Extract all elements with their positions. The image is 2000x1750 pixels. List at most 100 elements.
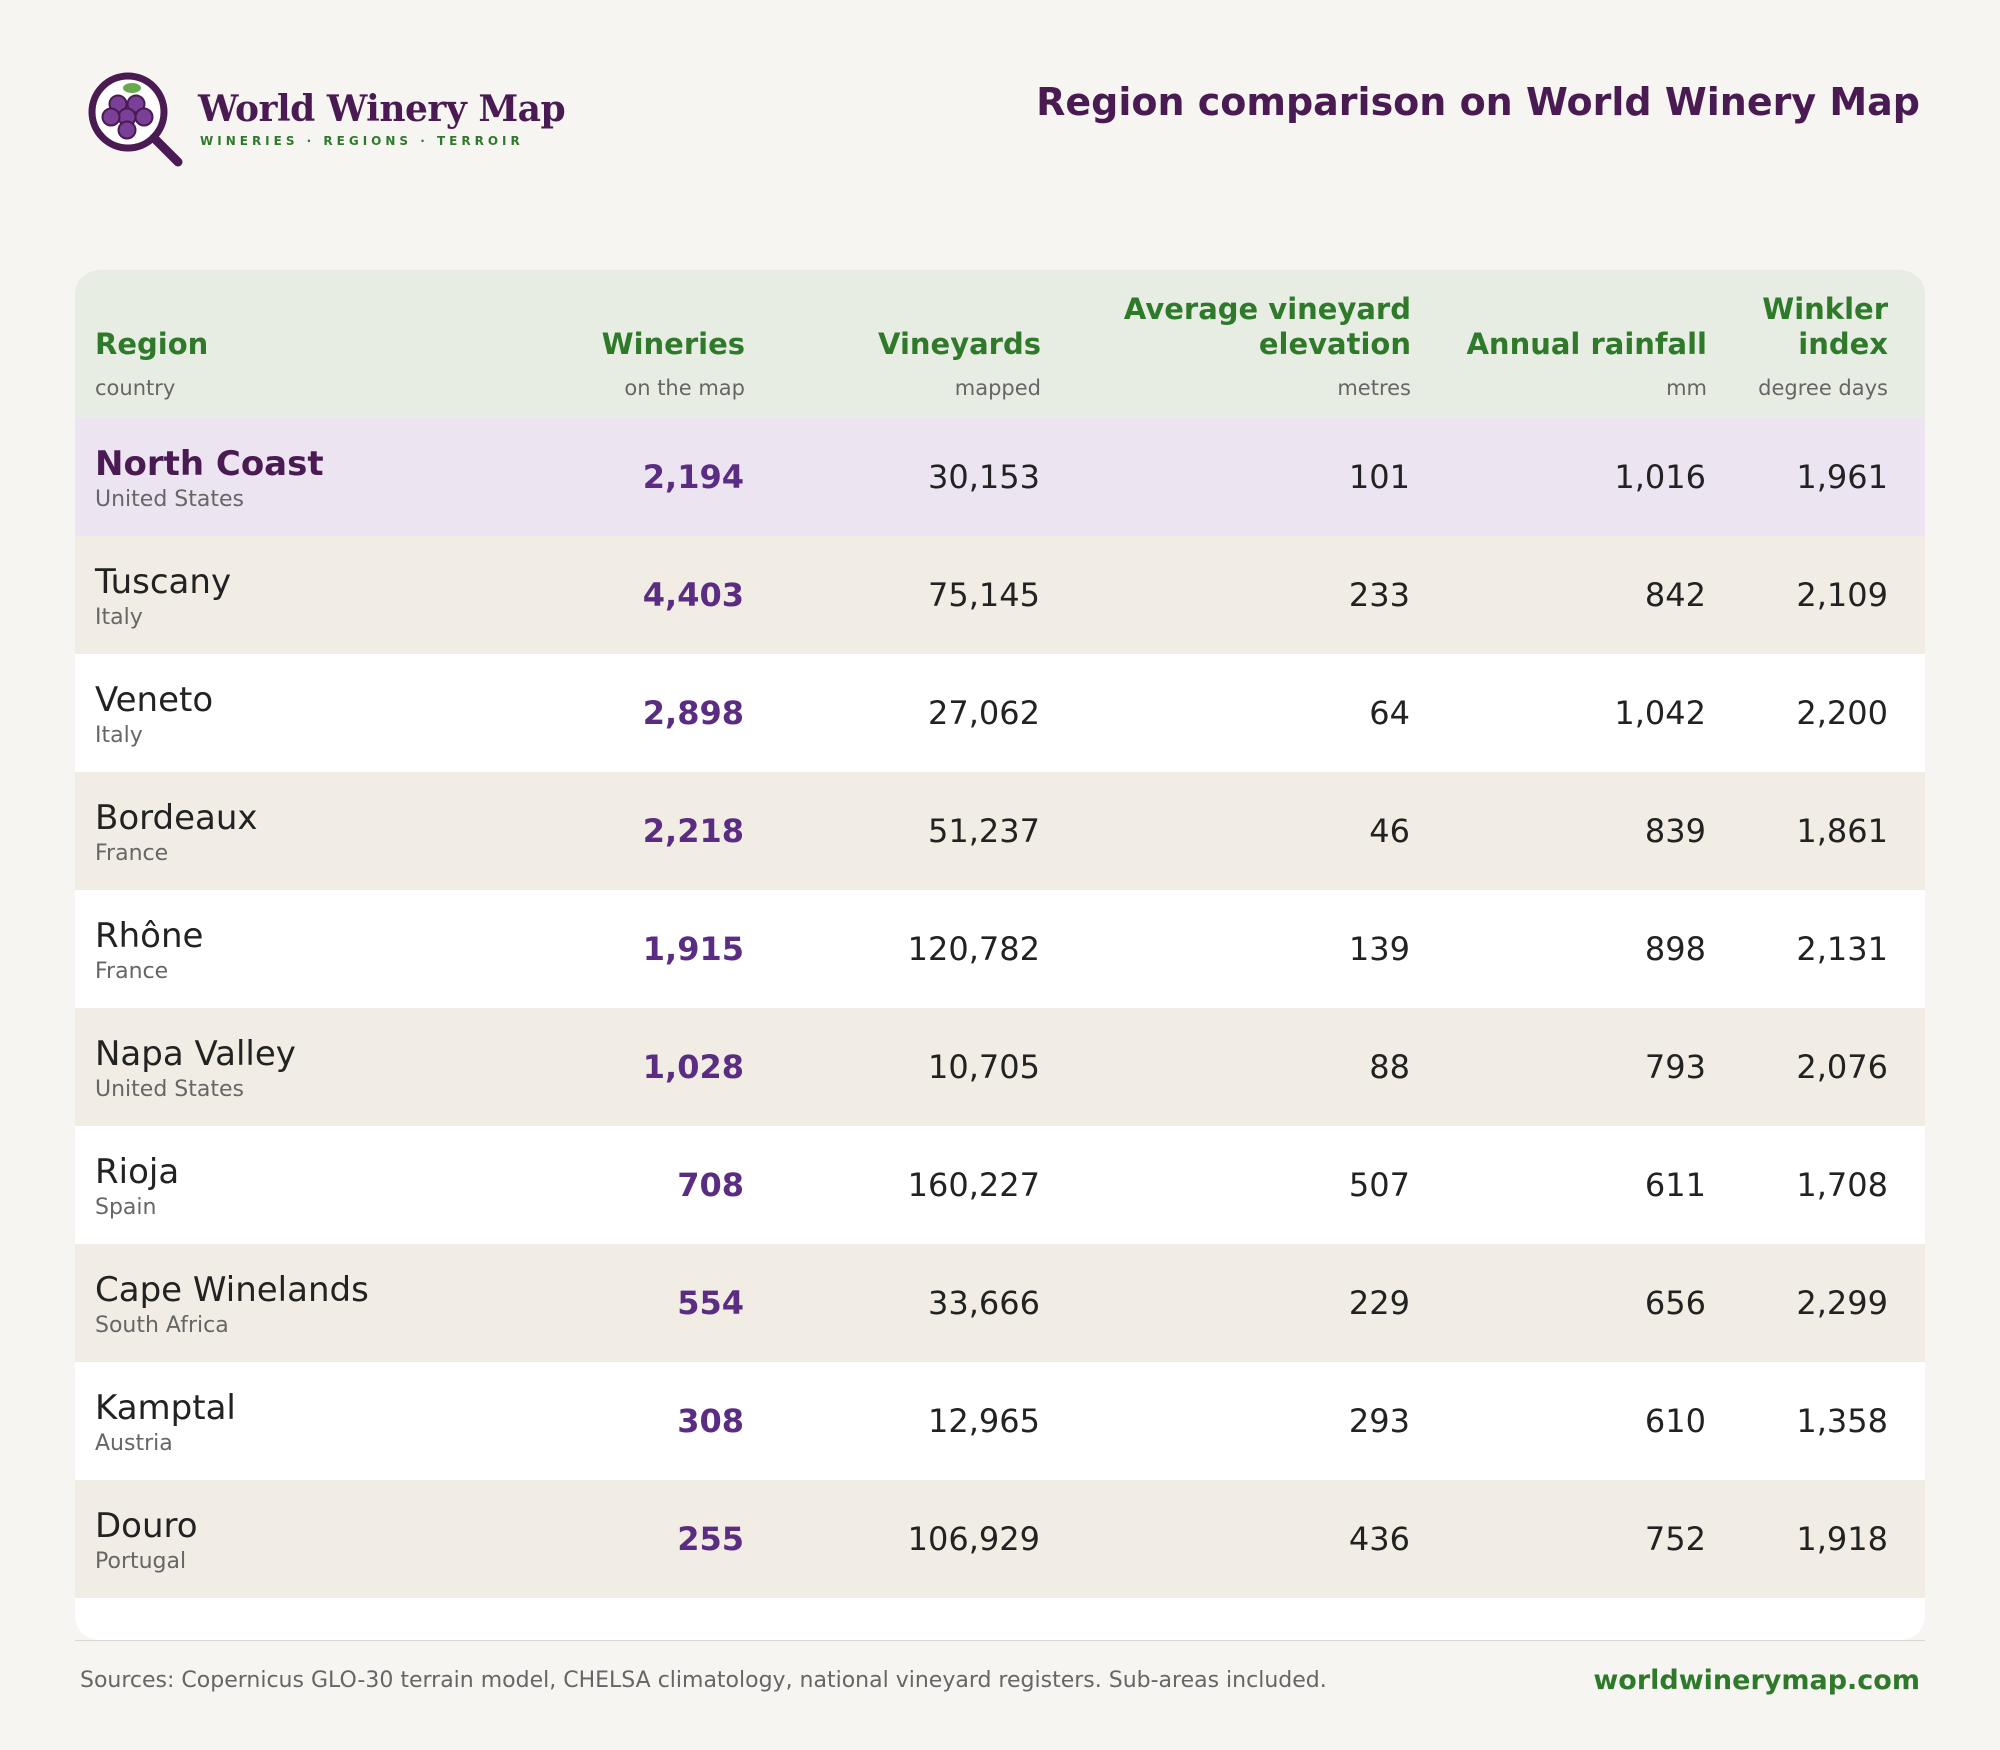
cell-elevation: 139 (1348, 930, 1410, 968)
cell-winkler: 1,961 (1796, 458, 1888, 496)
table-row[interactable]: North Coast United States 2,194 30,153 101 1,… (75, 418, 1925, 536)
cell-winkler: 2,076 (1796, 1048, 1888, 1086)
cell-rainfall: 898 (1644, 930, 1706, 968)
cell-winkler: 1,358 (1796, 1402, 1888, 1440)
column-header-elevation[interactable]: Average vineyard elevation metres (1123, 292, 1411, 400)
cell-winkler: 2,200 (1796, 694, 1888, 732)
page-title: Region comparison on World Winery Map (1036, 80, 1920, 124)
table-row[interactable]: Bordeaux France 2,218 51,237 46 839 1,861 (75, 772, 1925, 890)
region-name: Tuscany (95, 561, 232, 602)
table-row[interactable]: Tuscany Italy 4,403 75,145 233 842 2,109 (75, 536, 1925, 654)
cell-wineries: 708 (677, 1166, 744, 1204)
cell-region: Kamptal Austria (75, 1362, 445, 1480)
grape-magnifier-icon (88, 72, 183, 167)
cell-wineries: 4,403 (642, 576, 744, 614)
column-header-vineyards[interactable]: Vineyards mapped (878, 327, 1041, 400)
cell-winkler: 1,708 (1796, 1166, 1888, 1204)
footer-website-link[interactable]: worldwinerymap.com (1593, 1665, 1920, 1696)
brand-name: World Winery Map (198, 88, 566, 130)
table-row[interactable]: Rhône France 1,915 120,782 139 898 2,131 (75, 890, 1925, 1008)
cell-elevation: 293 (1348, 1402, 1410, 1440)
region-country: South Africa (95, 1312, 229, 1338)
region-country: Austria (95, 1430, 173, 1456)
region-country: Portugal (95, 1548, 187, 1574)
cell-rainfall: 839 (1644, 812, 1706, 850)
cell-region: Veneto Italy (75, 654, 445, 772)
cell-winkler: 1,861 (1796, 812, 1888, 850)
cell-wineries: 1,915 (642, 930, 744, 968)
region-name: Veneto (95, 679, 214, 720)
region-name: Douro (95, 1505, 198, 1546)
cell-elevation: 507 (1348, 1166, 1410, 1204)
cell-wineries: 2,218 (642, 812, 744, 850)
cell-vineyards: 12,965 (928, 1402, 1040, 1440)
region-name: Kamptal (95, 1387, 236, 1428)
cell-rainfall: 793 (1644, 1048, 1706, 1086)
column-header-wineries[interactable]: Wineries on the map (601, 327, 745, 400)
region-country: France (95, 958, 169, 984)
table-row[interactable]: Rioja Spain 708 160,227 507 611 1,708 (75, 1126, 1925, 1244)
cell-elevation: 436 (1348, 1520, 1410, 1558)
cell-wineries: 1,028 (642, 1048, 744, 1086)
table-row[interactable]: Douro Portugal 255 106,929 436 752 1,918 (75, 1480, 1925, 1598)
table-row[interactable]: Veneto Italy 2,898 27,062 64 1,042 2,200 (75, 654, 1925, 772)
region-country: United States (95, 1076, 244, 1102)
region-country: France (95, 840, 169, 866)
table-row[interactable]: Napa Valley United States 1,028 10,705 88 793… (75, 1008, 1925, 1126)
cell-rainfall: 1,042 (1614, 694, 1706, 732)
cell-elevation: 229 (1348, 1284, 1410, 1322)
footer-sources: Sources: Copernicus GLO-30 terrain model… (80, 1668, 1327, 1693)
cell-elevation: 88 (1369, 1048, 1410, 1086)
cell-wineries: 255 (677, 1520, 744, 1558)
region-name: Rhône (95, 915, 204, 956)
cell-vineyards: 120,782 (907, 930, 1040, 968)
table-header-row: Region country Wineries on the map Vineyar… (75, 270, 1925, 418)
cell-elevation: 101 (1348, 458, 1410, 496)
region-comparison-table: Region country Wineries on the map Vineyar… (75, 270, 1925, 1598)
cell-region: Rioja Spain (75, 1126, 445, 1244)
cell-wineries: 2,898 (642, 694, 744, 732)
comparison-table-card: Region country Wineries on the map Vineyar… (75, 270, 1925, 1640)
region-name: Bordeaux (95, 797, 258, 838)
cell-winkler: 2,109 (1796, 576, 1888, 614)
cell-wineries: 2,194 (642, 458, 744, 496)
cell-wineries: 554 (677, 1284, 744, 1322)
cell-region: Douro Portugal (75, 1480, 445, 1598)
cell-elevation: 233 (1348, 576, 1410, 614)
cell-vineyards: 33,666 (928, 1284, 1040, 1322)
brand-tagline: WINERIES · REGIONS · TERROIR (200, 134, 524, 148)
cell-vineyards: 160,227 (907, 1166, 1040, 1204)
cell-region: Tuscany Italy (75, 536, 445, 654)
cell-elevation: 64 (1369, 694, 1410, 732)
region-name: Cape Winelands (95, 1269, 369, 1310)
region-name: Rioja (95, 1151, 180, 1192)
column-header-region[interactable]: Region country (95, 327, 209, 400)
cell-wineries: 308 (677, 1402, 744, 1440)
table-row[interactable]: Cape Winelands South Africa 554 33,666 229 65… (75, 1244, 1925, 1362)
cell-rainfall: 611 (1644, 1166, 1706, 1204)
region-country: Italy (95, 604, 143, 630)
cell-rainfall: 842 (1644, 576, 1706, 614)
column-header-winkler[interactable]: Winkler index degree days (1758, 292, 1888, 400)
footer-divider (75, 1640, 1925, 1641)
cell-rainfall: 610 (1644, 1402, 1706, 1440)
cell-rainfall: 1,016 (1614, 458, 1706, 496)
cell-vineyards: 106,929 (907, 1520, 1040, 1558)
cell-rainfall: 656 (1644, 1284, 1706, 1322)
cell-region: Napa Valley United States (75, 1008, 445, 1126)
cell-region: Cape Winelands South Africa (75, 1244, 445, 1362)
cell-elevation: 46 (1369, 812, 1410, 850)
region-name: Napa Valley (95, 1033, 296, 1074)
column-header-rainfall[interactable]: Annual rainfall mm (1466, 327, 1707, 400)
region-country: United States (95, 486, 244, 512)
cell-rainfall: 752 (1644, 1520, 1706, 1558)
region-country: Italy (95, 722, 143, 748)
cell-vineyards: 27,062 (928, 694, 1040, 732)
cell-vineyards: 51,237 (928, 812, 1040, 850)
cell-vineyards: 75,145 (928, 576, 1040, 614)
cell-region: Bordeaux France (75, 772, 445, 890)
cell-vineyards: 10,705 (928, 1048, 1040, 1086)
cell-winkler: 2,131 (1796, 930, 1888, 968)
table-row[interactable]: Kamptal Austria 308 12,965 293 610 1,358 (75, 1362, 1925, 1480)
region-name: North Coast (95, 443, 324, 484)
